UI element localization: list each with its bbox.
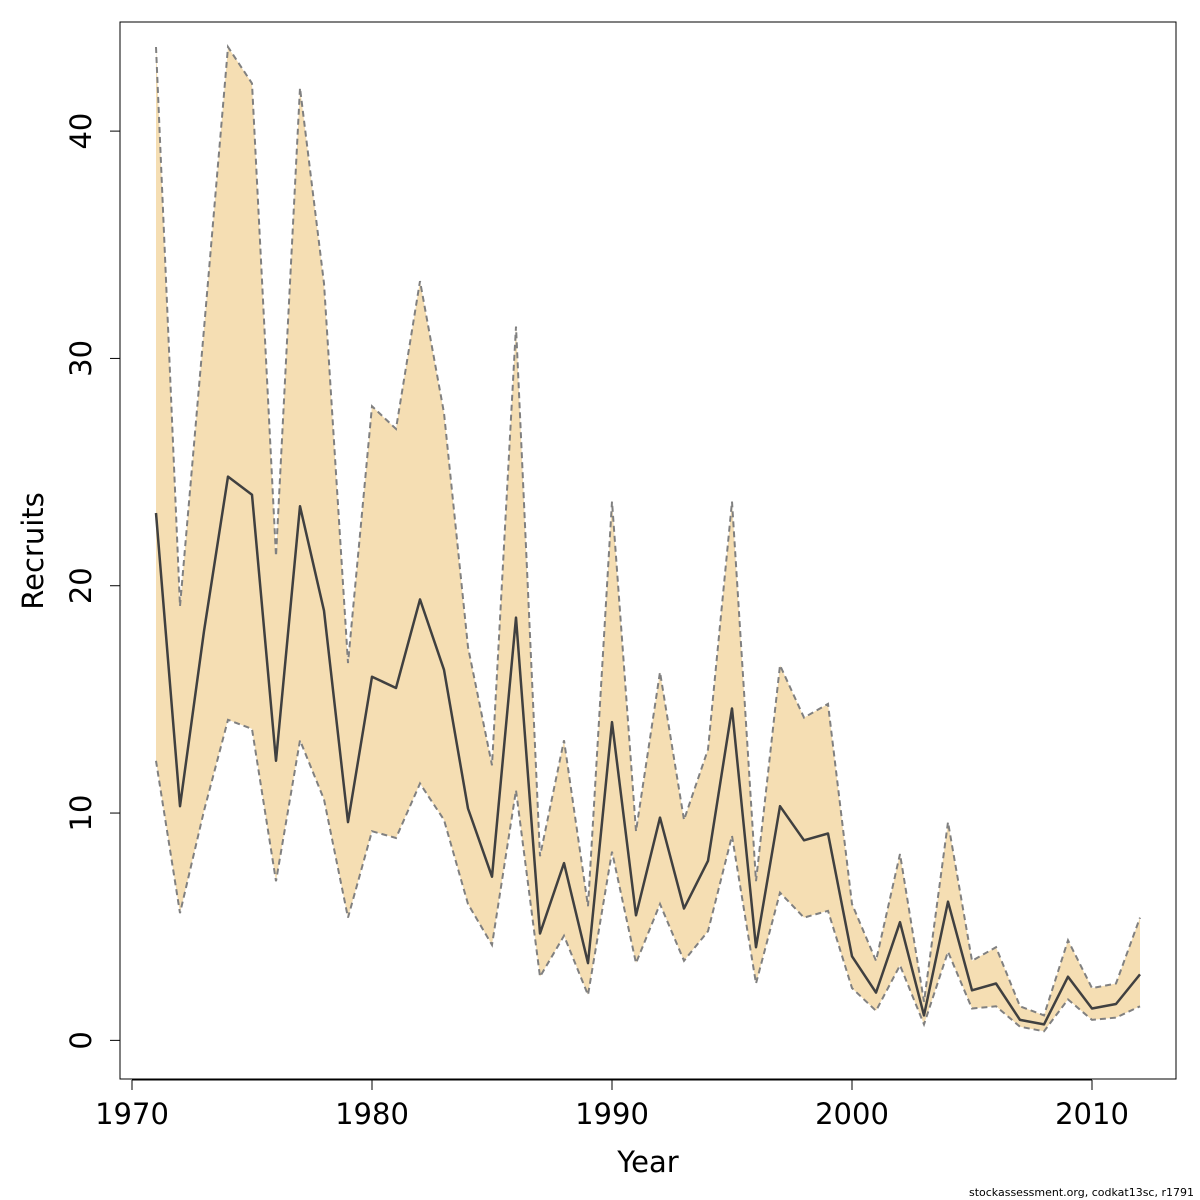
lower-bound-line — [155, 718, 1141, 1033]
y-tick-label-20: 20 — [64, 567, 98, 604]
x-axis-title: Year — [616, 1145, 678, 1179]
x-tick-label-2010: 2010 — [1055, 1097, 1129, 1131]
x-tick-label-1970: 1970 — [95, 1097, 169, 1131]
plot-area — [154, 44, 1141, 1033]
y-tick-label-10: 10 — [64, 795, 98, 832]
y-axis: 0 10 20 30 40 — [64, 113, 121, 1050]
y-tick-label-0: 0 — [64, 1031, 98, 1049]
y-tick-label-30: 30 — [64, 340, 98, 377]
recruits-estimate-line — [154, 475, 1141, 1026]
x-axis: 1970 1980 1990 2000 2010 — [95, 1079, 1129, 1131]
y-tick-label-40: 40 — [64, 113, 98, 150]
confidence-band — [156, 47, 1140, 1032]
x-tick-label-2000: 2000 — [815, 1097, 889, 1131]
x-tick-label-1990: 1990 — [575, 1097, 649, 1131]
upper-bound-line — [155, 44, 1141, 1017]
x-tick-label-1980: 1980 — [335, 1097, 409, 1131]
footer-credit: stockassessment.org, codkat13sc, r1791 — [969, 1186, 1194, 1199]
y-axis-title: Recruits — [16, 492, 50, 609]
